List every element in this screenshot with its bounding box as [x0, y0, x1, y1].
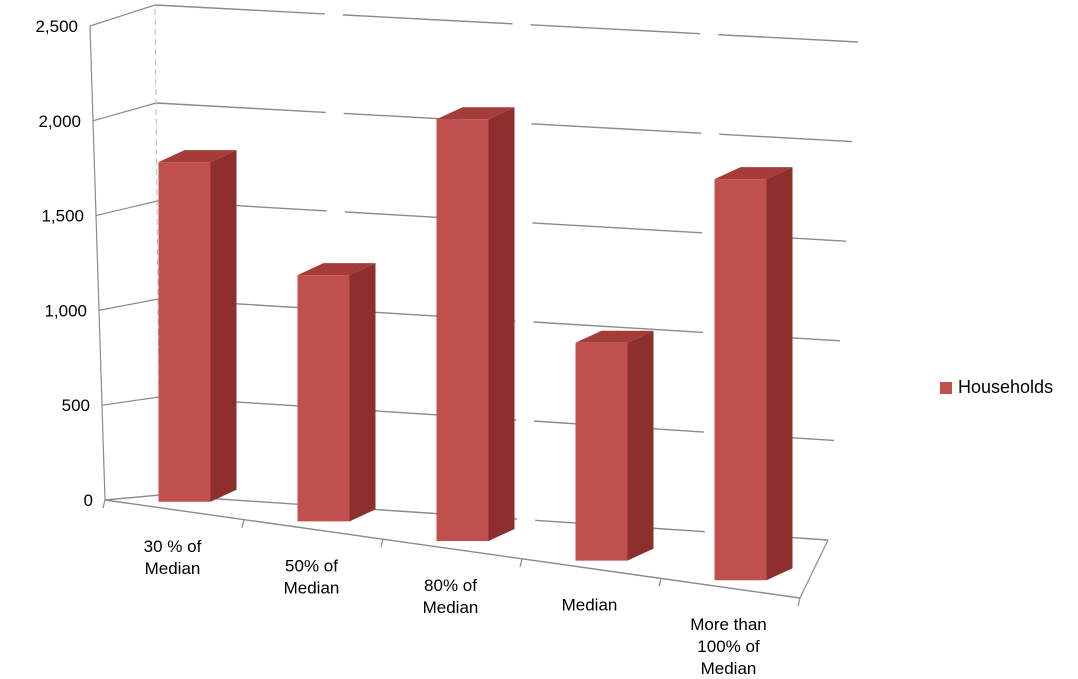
x-tick-label-line: 80% of [424, 576, 477, 595]
x-tick-label-line: More than [690, 615, 767, 634]
legend: Households [940, 377, 1053, 398]
bar-front [436, 119, 489, 541]
bar-top [158, 150, 237, 163]
legend-swatch [940, 381, 952, 394]
x-axis-line [104, 499, 801, 599]
y-tick-label: 2,500 [35, 17, 78, 36]
side-wall-line [95, 200, 158, 217]
bar [714, 167, 793, 581]
x-tick-mark [102, 499, 106, 509]
y-tick-label: 500 [62, 396, 90, 415]
bar-top [714, 167, 793, 180]
x-tick-label-line: Median [701, 659, 757, 678]
bar [575, 330, 654, 561]
bar-front [714, 179, 767, 581]
y-tick-label: 1,500 [41, 207, 84, 226]
x-tick-label: 50% of Median [284, 556, 340, 597]
bar-top [436, 107, 515, 120]
bar-side [349, 263, 376, 522]
x-tick-label-line: 100% of [697, 637, 760, 656]
bar-front [575, 342, 628, 561]
x-tick-label-line: Median [145, 559, 201, 578]
x-tick-mark [380, 539, 384, 548]
y-tick-label: 2,000 [38, 112, 81, 131]
bar-front [297, 275, 350, 522]
x-tick-mark [658, 578, 662, 587]
y-tick-label: 1,000 [44, 301, 87, 320]
x-tick-label-line: Median [423, 598, 479, 617]
bar [297, 263, 376, 522]
gridline [154, 4, 859, 43]
x-tick-mark [241, 519, 245, 528]
x-tick-mark [797, 597, 801, 607]
x-tick-mark [519, 558, 523, 567]
side-wall-line [98, 298, 159, 311]
bar-side [627, 330, 654, 561]
side-wall-line [89, 4, 156, 27]
x-tick-label: 30 % of Median [144, 537, 202, 578]
y-tick-label: 0 [84, 491, 93, 510]
bar-side [766, 167, 793, 581]
x-tick-label-line: 50% of [285, 556, 338, 575]
bar-front [158, 162, 211, 502]
bar-side [210, 150, 237, 502]
legend-label: Households [958, 377, 1054, 397]
side-wall-line [101, 396, 160, 406]
y-axis-line [89, 25, 106, 501]
x-tick-label-line: Median [284, 578, 340, 597]
x-tick-label: More than 100% of Median [690, 615, 767, 678]
x-tick-label-line: 30 % of [144, 537, 202, 556]
x-tick-label-line: Median [562, 596, 618, 615]
bar-top [297, 263, 376, 276]
side-wall-line [92, 102, 157, 122]
bar [158, 150, 237, 502]
x-tick-label: Median [562, 596, 618, 615]
floor-edge [799, 539, 829, 599]
bar [436, 107, 515, 541]
bar-top [575, 330, 654, 343]
bar-side [488, 107, 515, 541]
x-tick-label: 80% of Median [423, 576, 479, 617]
floor-edge [104, 494, 161, 501]
